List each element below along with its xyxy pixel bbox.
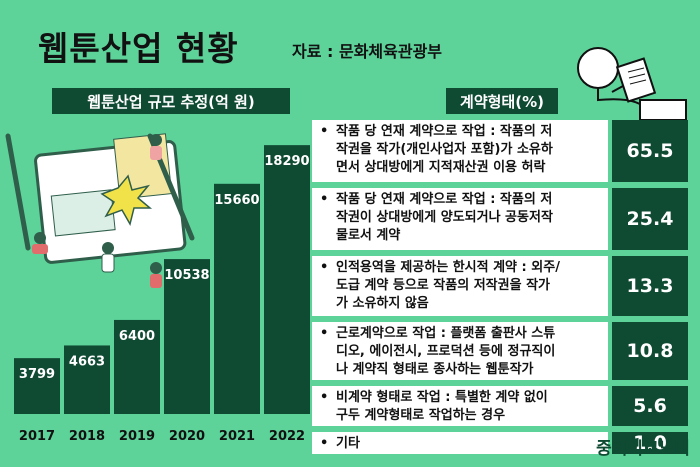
- bullet-icon: •: [320, 192, 329, 207]
- bar-2018: [64, 345, 110, 414]
- contract-row-description: • 인적용역을 제공하는 한시적 계약 : 외주/도급 계약 등으로 작품의 저작…: [312, 256, 608, 316]
- bullet-icon: •: [320, 124, 329, 139]
- contract-row-value: 65.5: [612, 120, 688, 182]
- bar-2021: [214, 183, 260, 414]
- contract-type-panel-title: 계약형태(%): [446, 88, 558, 114]
- bullet-icon: •: [320, 390, 329, 405]
- contract-row-label: 작품 당 연재 계약으로 작업 : 작품의 저 작권을 작가(개인사업자 포함)가…: [336, 124, 553, 175]
- bar-2019: [114, 319, 160, 414]
- x-tick-label-2021: 2021: [219, 429, 255, 444]
- x-tick-label-2022: 2022: [269, 429, 305, 444]
- contract-row: • 작품 당 연재 계약으로 작업 : 작품의 저 작권을 작가(개인사업자 포함)…: [312, 120, 690, 182]
- contract-row-label: 기타: [336, 436, 360, 451]
- page-title: 웹툰산업 현황: [38, 29, 239, 68]
- contract-row-label: 근로계약으로 작업 : 플랫폼 출판사 스튜 디오, 에이전시, 프로덕션 등에 …: [336, 326, 556, 377]
- contract-row-label: 비계약 형태로 작업 : 특별한 계약 없이 구두 계약형태로 작업하는 경우: [336, 390, 548, 423]
- x-tick-label-2019: 2019: [119, 429, 155, 444]
- bar-2017: [14, 358, 60, 414]
- bar-value-label-2021: 15660: [214, 193, 259, 208]
- contract-row: • 근로계약으로 작업 : 플랫폼 출판사 스튜 디오, 에이전시, 프로덕션 등에…: [312, 322, 690, 380]
- pen-left-shape: [5, 133, 31, 251]
- x-tick-label-2020: 2020: [169, 429, 205, 444]
- market-size-panel-title: 웹툰산업 규모 추정(억 원): [52, 88, 290, 114]
- market-size-bar-chart: 3799 2017 4663 2018 6400 2019 10538 2020 15660 20…: [14, 145, 310, 444]
- bar-value-label-2020: 10538: [164, 268, 209, 283]
- contract-row: • 비계약 형태로 작업 : 특별한 계약 없이 구두 계약형태로 작업하는 경우 5…: [312, 386, 690, 426]
- contract-row-description: • 비계약 형태로 작업 : 특별한 계약 없이 구두 계약형태로 작업하는 경우: [312, 386, 608, 426]
- x-tick-label-2018: 2018: [69, 429, 105, 444]
- contract-row: • 작품 당 연재 계약으로 작업 : 작품의 저 작권이 상대방에게 양도되거나 …: [312, 188, 690, 250]
- bar-2022: [264, 145, 310, 414]
- bar-value-label-2022: 18290: [264, 154, 309, 169]
- bar-value-label-2017: 3799: [19, 367, 55, 382]
- contract-row-value: 13.3: [612, 256, 688, 316]
- contract-row: • 인적용역을 제공하는 한시적 계약 : 외주/도급 계약 등으로 작품의 저작…: [312, 256, 690, 316]
- contract-row-label: 인적용역을 제공하는 한시적 계약 : 외주/도급 계약 등으로 작품의 저작권…: [336, 260, 560, 311]
- contract-row-description: • 작품 당 연재 계약으로 작업 : 작품의 저 작권을 작가(개인사업자 포함)…: [312, 120, 608, 182]
- contract-row-description: • 기타: [312, 432, 608, 454]
- bullet-icon: •: [320, 326, 329, 341]
- character-head-shape: [577, 47, 619, 89]
- bar-2020: [164, 259, 210, 414]
- paper-shape: [615, 57, 657, 103]
- source-label: 자료 : 문화체육관광부: [292, 42, 443, 61]
- contract-row-value: 25.4: [612, 188, 688, 250]
- bar-value-label-2019: 6400: [119, 329, 155, 344]
- stool-shape: [639, 99, 687, 121]
- contract-row-value: 10.8: [612, 322, 688, 380]
- contract-row-label: 작품 당 연재 계약으로 작업 : 작품의 저 작권이 상대방에게 양도되거나 공…: [336, 192, 553, 243]
- contract-row-description: • 작품 당 연재 계약으로 작업 : 작품의 저 작권이 상대방에게 양도되거나 …: [312, 188, 608, 250]
- bullet-icon: •: [320, 260, 329, 275]
- brand-logo: 중기이코노미: [596, 439, 690, 459]
- bar-value-label-2018: 4663: [69, 354, 105, 369]
- contract-row-description: • 근로계약으로 작업 : 플랫폼 출판사 스튜 디오, 에이전시, 프로덕션 등에…: [312, 322, 608, 380]
- contract-row-value: 5.6: [612, 386, 688, 426]
- starburst-shape: [100, 174, 153, 226]
- x-tick-label-2017: 2017: [19, 429, 55, 444]
- contract-row-value: 1.0: [612, 432, 688, 454]
- contract-row: • 기타 1.0: [312, 432, 690, 454]
- bullet-icon: •: [320, 436, 329, 451]
